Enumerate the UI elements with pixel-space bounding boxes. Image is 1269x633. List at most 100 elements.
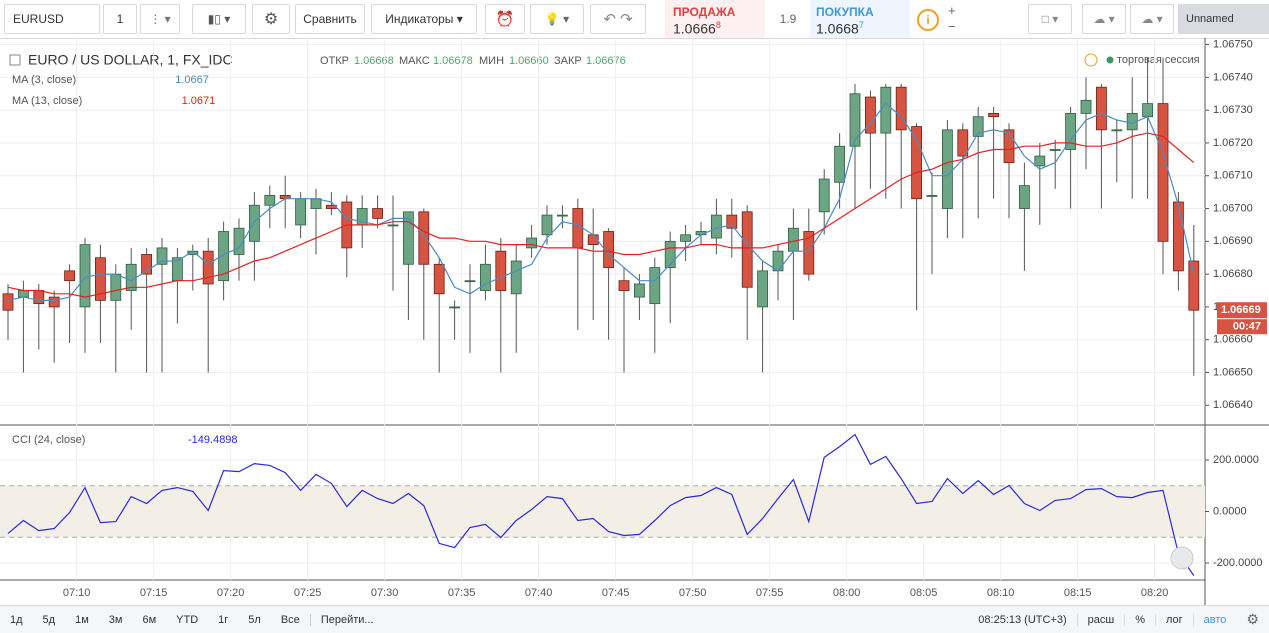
candle-body [48, 296, 60, 308]
scale-option[interactable]: лог [1155, 613, 1193, 626]
scale-option[interactable]: авто [1192, 613, 1237, 626]
buy-price-main: 1.0668 [816, 20, 859, 37]
candle-body [372, 208, 384, 219]
color-box[interactable]: □ ▾ [1028, 4, 1072, 34]
range-button[interactable]: 5д [42, 613, 56, 626]
x-tick-label: 08:00 [833, 587, 861, 599]
y-tick-label: 1.06700 [1213, 202, 1253, 214]
candle-body [772, 250, 784, 272]
candle-body [1142, 103, 1153, 118]
y-tick-label: 1.06740 [1213, 71, 1253, 83]
info-icon[interactable]: i [917, 9, 939, 31]
candle-body [295, 198, 307, 226]
x-tick-label: 07:45 [602, 587, 630, 599]
y-tick-label: 200.0000 [1213, 454, 1259, 466]
candle-body [1157, 103, 1169, 242]
goto[interactable]: Перейти... [309, 613, 384, 626]
countdown-box [1217, 319, 1267, 335]
candle-body [156, 247, 168, 265]
candle-body [402, 211, 414, 265]
save[interactable]: ☁ ▾ [1130, 4, 1174, 34]
candle-body [1080, 99, 1092, 114]
compare[interactable]: Сравнить [295, 4, 365, 34]
layout-name[interactable]: Unnamed [1178, 4, 1269, 34]
x-tick-label: 08:20 [1141, 587, 1169, 599]
range-button[interactable]: 5л [248, 613, 261, 626]
buy-pip: 7 [858, 20, 864, 30]
candle-body [64, 270, 75, 282]
range-button[interactable]: Все [280, 613, 300, 626]
candle-body [479, 263, 491, 291]
range-button[interactable]: 3м [108, 613, 123, 626]
low-value: 1.06660 [509, 55, 549, 67]
legend: EURO / US DOLLAR, 1, FX_IDC ОТКР 1.06668… [9, 52, 1200, 68]
ideas[interactable]: 💡 ▾ [530, 4, 584, 34]
y-tick-label: 1.06690 [1213, 235, 1253, 247]
sell-price-main: 1.0666 [673, 20, 716, 37]
y-tick-label: 1.06720 [1213, 137, 1253, 149]
chart-style[interactable]: ▮▯ ▾ [192, 4, 246, 34]
candle-body [880, 86, 892, 134]
x-tick-label: 08:10 [987, 587, 1015, 599]
candle-body [834, 145, 845, 183]
candle-body [711, 214, 722, 239]
buy-label: ПОКУПКА [816, 5, 874, 19]
collapse-icon[interactable] [9, 54, 21, 66]
candle-body [972, 116, 984, 137]
candle-body [895, 86, 907, 131]
symbol-input[interactable]: EURUSD [4, 4, 100, 34]
close-label: ЗАКР [554, 55, 582, 67]
indicator-value: 1.0667 [175, 74, 209, 86]
scale-options: расш% лог авто [1076, 613, 1237, 626]
y-tick-label: 1.06730 [1213, 104, 1253, 116]
interval-menu[interactable]: ⋮ ▾ [140, 4, 180, 34]
interval[interactable]: 1 [103, 4, 137, 34]
sell-box[interactable]: ПРОДАЖА 1.06668 [665, 0, 765, 38]
x-tick-label: 07:55 [756, 587, 784, 599]
clock: 08:25:13 (UTC+3) [978, 613, 1067, 626]
candle-body [110, 273, 122, 301]
candle-body [141, 254, 153, 275]
candle-body [572, 208, 584, 249]
indicator-value: 1.0671 [182, 95, 216, 107]
close-value: 1.06676 [586, 55, 626, 67]
candle-body [33, 290, 45, 305]
candle-body [741, 211, 753, 288]
y-tick-label: 1.06650 [1213, 366, 1253, 378]
candle-body [788, 227, 799, 252]
last-price-box [1217, 302, 1267, 319]
candle-body [1173, 201, 1184, 272]
settings[interactable]: ⚙ [252, 4, 290, 34]
candle-body [726, 214, 738, 229]
ma-line [7, 132, 1195, 298]
scale-option[interactable]: % [1124, 613, 1155, 626]
indicators[interactable]: Индикаторы ▾ [371, 4, 477, 34]
x-tick-label: 08:15 [1064, 587, 1092, 599]
zoom-buttons[interactable]: + − [948, 3, 956, 34]
range-button[interactable]: 1г [218, 613, 229, 626]
candle-body [618, 280, 630, 291]
range-button[interactable]: 6м [142, 613, 157, 626]
scroll-button[interactable] [1170, 546, 1194, 570]
alert[interactable]: ⏰ [485, 4, 525, 34]
undo-redo[interactable]: ↶ ↷ [590, 4, 646, 34]
load[interactable]: ☁ ▾ [1082, 4, 1126, 34]
chart-area: EURO / US DOLLAR, 1, FX_IDC ОТКР 1.06668… [0, 38, 1269, 605]
candle-body [125, 263, 137, 291]
range-button[interactable]: 1м [75, 613, 89, 626]
sell-pip: 8 [715, 20, 721, 30]
candle-body [1111, 129, 1123, 132]
buy-box[interactable]: ПОКУПКА 1.06687 [810, 0, 910, 38]
candle-body [911, 126, 922, 200]
indicators-label: Индикаторы [385, 12, 454, 26]
indicator-name: MA (13, close) [12, 95, 82, 107]
candle-body [757, 270, 768, 308]
range-button[interactable]: 1д [10, 613, 23, 626]
candle-body [526, 237, 537, 249]
settings-small[interactable]: ⚙ [1246, 611, 1259, 627]
range-button[interactable]: YTD [176, 613, 199, 626]
candle-body [202, 250, 214, 285]
candle-body [818, 178, 830, 213]
scale-option[interactable]: расш [1076, 613, 1125, 626]
y-tick-label: 1.06640 [1213, 399, 1253, 411]
